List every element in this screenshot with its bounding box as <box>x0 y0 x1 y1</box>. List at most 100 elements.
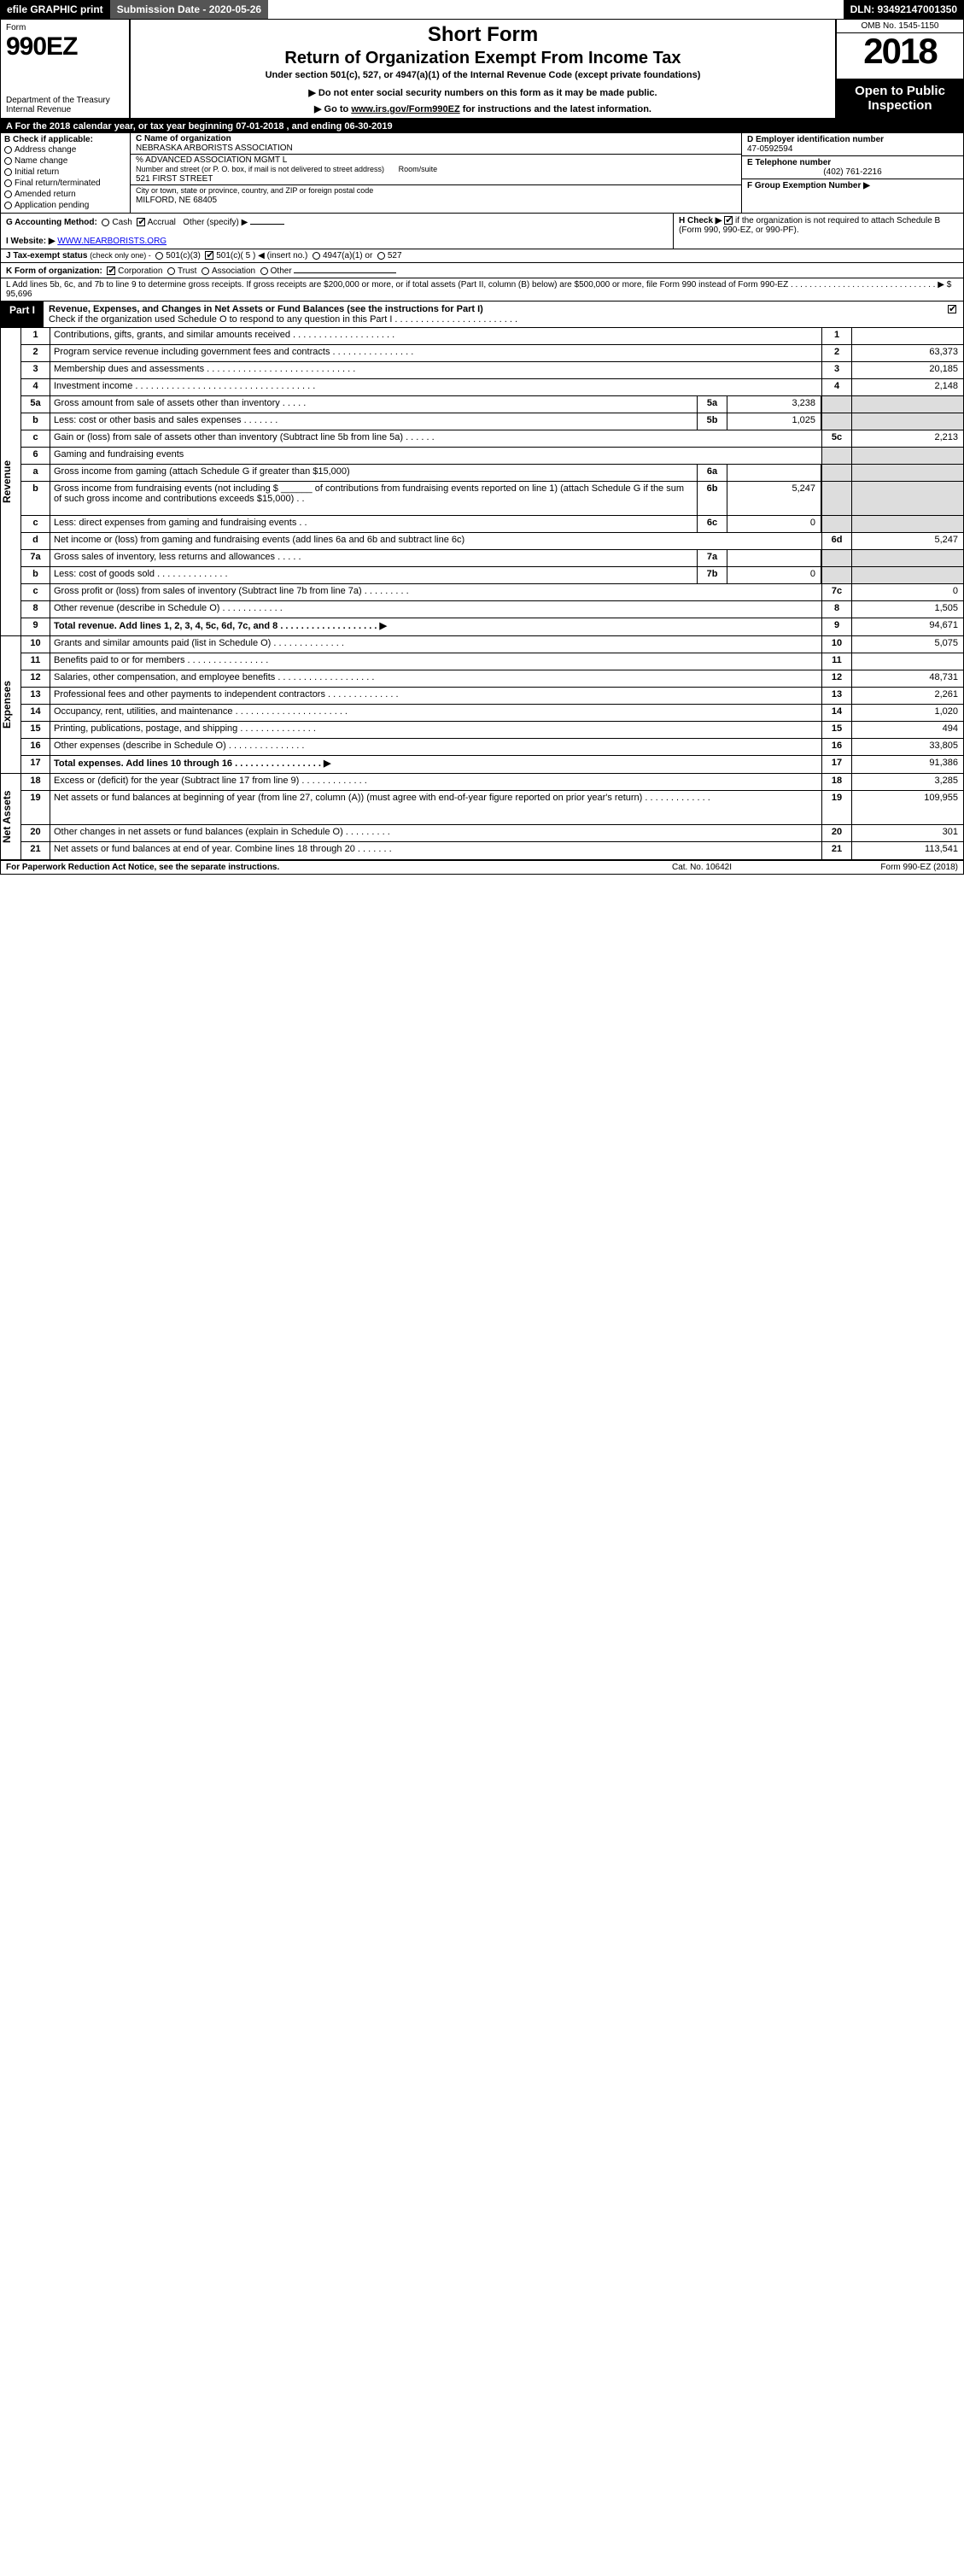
table-row: dNet income or (loss) from gaming and fu… <box>21 533 963 550</box>
chk-accrual[interactable] <box>137 218 145 226</box>
chk-527[interactable] <box>377 252 385 260</box>
right-line-value <box>852 413 963 430</box>
sub-line-number: 7b <box>697 567 727 583</box>
right-line-value <box>852 448 963 464</box>
line-j: J Tax-exempt status (check only one) - 5… <box>1 249 963 263</box>
line-h: H Check ▶ if the organization is not req… <box>673 214 963 249</box>
sub-line-value: 0 <box>727 567 821 583</box>
footer-left: For Paperwork Reduction Act Notice, see … <box>6 863 616 872</box>
table-row: cLess: direct expenses from gaming and f… <box>21 516 963 533</box>
line-desc: Gross sales of inventory, less returns a… <box>50 550 697 566</box>
city-label: City or town, state or province, country… <box>136 186 373 195</box>
chk-4947[interactable] <box>313 252 320 260</box>
right-line-number: 12 <box>821 670 852 687</box>
footer: For Paperwork Reduction Act Notice, see … <box>1 859 963 874</box>
right-line-value: 2,148 <box>852 379 963 395</box>
lbl-application-pending: Application pending <box>15 201 89 210</box>
i-label: I Website: ▶ <box>6 237 56 246</box>
form-container: Form 990EZ Department of the Treasury In… <box>0 19 964 875</box>
right-line-value: 1,505 <box>852 601 963 618</box>
chk-501c[interactable] <box>205 251 213 260</box>
under-section: Under section 501(c), 527, or 4947(a)(1)… <box>137 70 828 80</box>
line-number: a <box>21 465 50 481</box>
chk-h[interactable] <box>724 216 733 225</box>
line-desc: Gross profit or (loss) from sales of inv… <box>50 584 821 600</box>
right-line-value: 3,285 <box>852 774 963 790</box>
sub-line-value: 0 <box>727 516 821 532</box>
line-number: 3 <box>21 362 50 378</box>
form-word: Form <box>6 23 124 32</box>
line-desc: Investment income . . . . . . . . . . . … <box>50 379 821 395</box>
chk-cash[interactable] <box>102 219 109 226</box>
line-desc: Less: cost or other basis and sales expe… <box>50 413 697 430</box>
website-link[interactable]: WWW.NEARBORISTS.ORG <box>57 237 167 246</box>
line-desc: Total revenue. Add lines 1, 2, 3, 4, 5c,… <box>50 618 821 635</box>
open-public-badge: Open to Public Inspection <box>837 79 963 118</box>
j-sub: (check only one) - <box>90 251 151 260</box>
right-line-number <box>821 396 852 413</box>
sub-line-value: 5,247 <box>727 482 821 515</box>
tax-year: 2018 <box>837 33 963 69</box>
right-line-value <box>852 516 963 532</box>
table-row: 12Salaries, other compensation, and empl… <box>21 670 963 688</box>
right-line-value: 2,213 <box>852 430 963 447</box>
other-fill <box>250 216 284 225</box>
c-label: C Name of organization <box>136 134 231 143</box>
irs-link[interactable]: www.irs.gov/Form990EZ <box>351 104 459 114</box>
city: MILFORD, NE 68405 <box>136 196 217 205</box>
line-number: 2 <box>21 345 50 361</box>
right-line-number <box>821 448 852 464</box>
chk-trust[interactable] <box>167 267 175 275</box>
right-line-value <box>852 328 963 344</box>
lbl-assoc: Association <box>212 266 255 276</box>
revenue-table: 1Contributions, gifts, grants, and simil… <box>21 328 963 635</box>
line-number: c <box>21 430 50 447</box>
table-row: 6Gaming and fundraising events <box>21 448 963 465</box>
table-row: 7aGross sales of inventory, less returns… <box>21 550 963 567</box>
right-line-value <box>852 465 963 481</box>
right-line-value: 48,731 <box>852 670 963 687</box>
chk-application-pending[interactable] <box>4 202 12 209</box>
line-desc: Program service revenue including govern… <box>50 345 821 361</box>
chk-final-return[interactable] <box>4 179 12 187</box>
right-line-number: 19 <box>821 791 852 824</box>
lbl-initial-return: Initial return <box>15 167 59 177</box>
sub-line-value <box>727 465 821 481</box>
chk-name-change[interactable] <box>4 157 12 165</box>
header-left: Form 990EZ Department of the Treasury In… <box>1 20 131 118</box>
sub-line-number: 6b <box>697 482 727 515</box>
sub-line-number: 5a <box>697 396 727 413</box>
right-line-number: 6d <box>821 533 852 549</box>
right-line-number: 9 <box>821 618 852 635</box>
form-number: 990EZ <box>6 32 124 61</box>
line-number: d <box>21 533 50 549</box>
line-number: 8 <box>21 601 50 618</box>
l-text: L Add lines 5b, 6c, and 7b to line 9 to … <box>6 280 951 290</box>
line-number: c <box>21 516 50 532</box>
lbl-final-return: Final return/terminated <box>15 179 101 188</box>
chk-amended-return[interactable] <box>4 190 12 198</box>
right-line-number: 8 <box>821 601 852 618</box>
line-g: G Accounting Method: Cash Accrual Other … <box>1 214 673 249</box>
sub-line-value: 1,025 <box>727 413 821 430</box>
chk-other-org[interactable] <box>260 267 268 275</box>
chk-initial-return[interactable] <box>4 168 12 176</box>
right-line-number <box>821 567 852 583</box>
header-right: OMB No. 1545-1150 2018 Open to Public In… <box>835 20 963 118</box>
line-number: 14 <box>21 705 50 721</box>
chk-address-change[interactable] <box>4 146 12 154</box>
chk-assoc[interactable] <box>202 267 209 275</box>
netassets-table: 18Excess or (deficit) for the year (Subt… <box>21 774 963 859</box>
period-end: 06-30-2019 <box>344 121 392 132</box>
right-line-number <box>821 465 852 481</box>
chk-part-i-schedo[interactable] <box>948 305 956 313</box>
return-title: Return of Organization Exempt From Incom… <box>137 49 828 68</box>
chk-501c3[interactable] <box>155 252 163 260</box>
sub-line-number: 5b <box>697 413 727 430</box>
chk-corp[interactable] <box>107 266 115 275</box>
line-desc: Occupancy, rent, utilities, and maintena… <box>50 705 821 721</box>
table-row: 21Net assets or fund balances at end of … <box>21 842 963 859</box>
table-row: 20Other changes in net assets or fund ba… <box>21 825 963 842</box>
right-line-value: 20,185 <box>852 362 963 378</box>
right-line-value: 301 <box>852 825 963 841</box>
